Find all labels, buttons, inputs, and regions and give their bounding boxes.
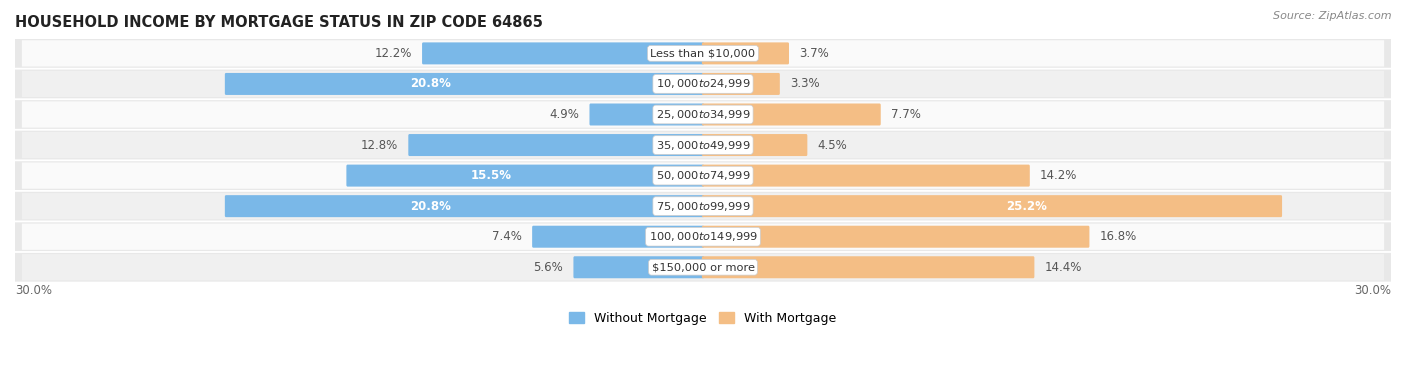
FancyBboxPatch shape [702, 195, 1282, 217]
Text: 3.3%: 3.3% [790, 77, 820, 90]
FancyBboxPatch shape [589, 104, 704, 125]
Text: 20.8%: 20.8% [409, 77, 450, 90]
FancyBboxPatch shape [225, 195, 704, 217]
Text: 4.9%: 4.9% [550, 108, 579, 121]
Text: 5.6%: 5.6% [533, 261, 564, 274]
Text: $10,000 to $24,999: $10,000 to $24,999 [655, 77, 751, 90]
Legend: Without Mortgage, With Mortgage: Without Mortgage, With Mortgage [564, 307, 842, 330]
FancyBboxPatch shape [702, 73, 780, 95]
Text: 12.2%: 12.2% [374, 47, 412, 60]
Text: Source: ZipAtlas.com: Source: ZipAtlas.com [1274, 11, 1392, 21]
FancyBboxPatch shape [15, 70, 1391, 98]
FancyBboxPatch shape [22, 223, 1384, 250]
Text: Less than $10,000: Less than $10,000 [651, 48, 755, 58]
Text: 30.0%: 30.0% [1354, 284, 1391, 297]
FancyBboxPatch shape [22, 132, 1384, 158]
FancyBboxPatch shape [15, 100, 1391, 129]
Text: 4.5%: 4.5% [818, 139, 848, 152]
FancyBboxPatch shape [15, 161, 1391, 190]
FancyBboxPatch shape [22, 40, 1384, 67]
FancyBboxPatch shape [22, 193, 1384, 219]
FancyBboxPatch shape [702, 42, 789, 64]
Text: 12.8%: 12.8% [361, 139, 398, 152]
FancyBboxPatch shape [702, 226, 1090, 248]
FancyBboxPatch shape [702, 164, 1029, 187]
Text: 7.4%: 7.4% [492, 230, 522, 243]
Text: HOUSEHOLD INCOME BY MORTGAGE STATUS IN ZIP CODE 64865: HOUSEHOLD INCOME BY MORTGAGE STATUS IN Z… [15, 15, 543, 30]
FancyBboxPatch shape [15, 222, 1391, 251]
Text: 3.7%: 3.7% [800, 47, 830, 60]
FancyBboxPatch shape [702, 134, 807, 156]
FancyBboxPatch shape [531, 226, 704, 248]
Text: 14.4%: 14.4% [1045, 261, 1083, 274]
FancyBboxPatch shape [15, 253, 1391, 282]
FancyBboxPatch shape [22, 254, 1384, 280]
FancyBboxPatch shape [15, 192, 1391, 220]
Text: $50,000 to $74,999: $50,000 to $74,999 [655, 169, 751, 182]
FancyBboxPatch shape [15, 131, 1391, 160]
Text: $150,000 or more: $150,000 or more [651, 262, 755, 272]
FancyBboxPatch shape [22, 163, 1384, 189]
FancyBboxPatch shape [702, 104, 880, 125]
Text: 14.2%: 14.2% [1040, 169, 1077, 182]
FancyBboxPatch shape [225, 73, 704, 95]
FancyBboxPatch shape [408, 134, 704, 156]
FancyBboxPatch shape [422, 42, 704, 64]
Text: 16.8%: 16.8% [1099, 230, 1137, 243]
Text: 7.7%: 7.7% [891, 108, 921, 121]
FancyBboxPatch shape [15, 39, 1391, 68]
FancyBboxPatch shape [346, 164, 704, 187]
Text: $25,000 to $34,999: $25,000 to $34,999 [655, 108, 751, 121]
Text: 20.8%: 20.8% [409, 200, 450, 213]
FancyBboxPatch shape [702, 256, 1035, 278]
FancyBboxPatch shape [22, 101, 1384, 128]
Text: 25.2%: 25.2% [1005, 200, 1047, 213]
FancyBboxPatch shape [22, 71, 1384, 97]
Text: $35,000 to $49,999: $35,000 to $49,999 [655, 139, 751, 152]
Text: $100,000 to $149,999: $100,000 to $149,999 [648, 230, 758, 243]
Text: 15.5%: 15.5% [471, 169, 512, 182]
Text: $75,000 to $99,999: $75,000 to $99,999 [655, 200, 751, 213]
FancyBboxPatch shape [574, 256, 704, 278]
Text: 30.0%: 30.0% [15, 284, 52, 297]
